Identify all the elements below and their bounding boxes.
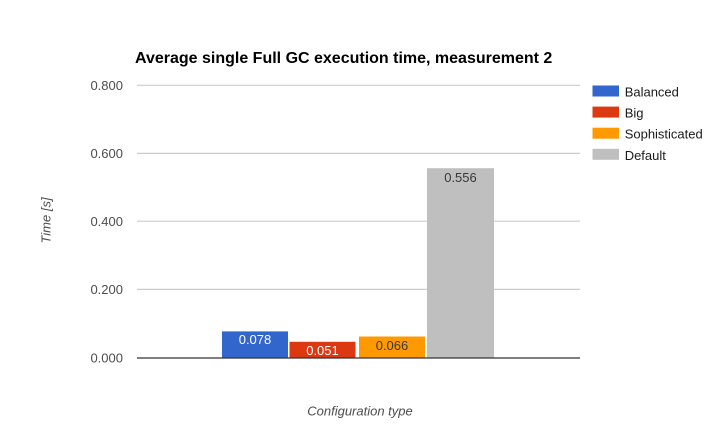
svg-text:Balanced: Balanced — [625, 85, 679, 100]
svg-text:0.000: 0.000 — [90, 350, 123, 365]
svg-text:0.800: 0.800 — [90, 78, 123, 93]
svg-text:0.066: 0.066 — [376, 338, 409, 353]
svg-text:Configuration type: Configuration type — [307, 403, 413, 418]
svg-text:0.200: 0.200 — [90, 282, 123, 297]
svg-text:Big: Big — [625, 106, 644, 121]
svg-text:0.600: 0.600 — [90, 146, 123, 161]
svg-text:Average single Full GC executi: Average single Full GC execution time, m… — [135, 50, 552, 67]
svg-text:Sophisticated: Sophisticated — [625, 127, 703, 142]
svg-text:0.078: 0.078 — [239, 332, 272, 347]
svg-text:0.400: 0.400 — [90, 214, 123, 229]
svg-text:0.556: 0.556 — [444, 170, 477, 185]
svg-text:Default: Default — [625, 148, 667, 163]
svg-text:0.051: 0.051 — [306, 343, 339, 358]
svg-text:Time [s]: Time [s] — [39, 197, 54, 243]
